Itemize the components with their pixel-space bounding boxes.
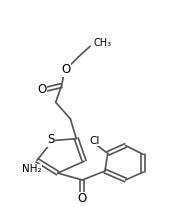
Text: O: O [61, 63, 70, 76]
Text: S: S [47, 133, 55, 146]
Text: CH₃: CH₃ [93, 38, 111, 48]
Text: Cl: Cl [90, 136, 100, 146]
Text: O: O [37, 83, 46, 96]
Text: NH₂: NH₂ [22, 164, 42, 174]
Text: O: O [78, 192, 87, 205]
